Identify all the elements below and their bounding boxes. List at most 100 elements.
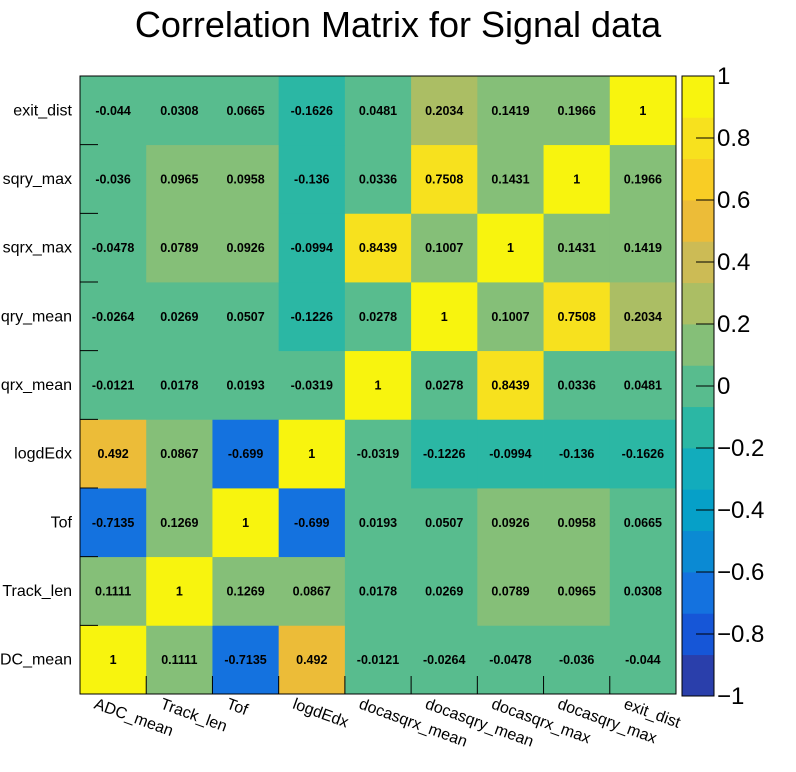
cell-value-label: 0.1269 [226,585,264,599]
heatmap-cell [411,213,478,283]
y-tick-label: sqry_max [3,171,72,188]
cell-value-label: 0.0507 [425,516,463,530]
heatmap-cell [344,76,412,146]
y-axis: DC_mean Track_len Tof logdEdx qrx_mean qry_me… [0,102,98,669]
cell-value-label: -0.136 [294,173,329,187]
cell-value-label: 0.1431 [491,173,529,187]
cell-value-label: -0.136 [559,447,594,461]
heatmap-cell [609,350,677,420]
cell-value-label: 0.0481 [359,104,397,118]
colorbar-tick-label: 1 [717,63,730,90]
heatmap-cell [278,488,346,558]
cell-value-label: -0.0319 [291,379,333,393]
colorbar-tick-label: 0.2 [717,311,750,338]
cell-value-label: 0.0308 [624,585,662,599]
heatmap-cell-labels: 1 0.1111 -0.7135 0.492 -0.0121 -0.0264 -0.0478… [92,104,664,667]
heatmap-cell [146,282,213,352]
heatmap-cell [80,282,147,352]
cell-value-label: 0.1111 [161,653,197,667]
cell-value-label: 0.1966 [558,104,596,118]
colorbar-segment [682,448,714,490]
heatmap-cell [278,350,346,420]
cell-value-label: -0.0478 [489,653,531,667]
colorbar-tick-label: −0.2 [717,435,764,462]
cell-value-label: 0.0336 [558,379,596,393]
heatmap-cell [80,419,147,489]
heatmap-cell [80,625,147,695]
colorbar-segment [682,200,714,242]
cell-value-label: -0.0264 [423,653,465,667]
heatmap-cell [278,76,346,146]
heatmap-cell [212,556,280,626]
heatmap-cell [543,76,611,146]
cell-value-label: 0.0665 [226,104,264,118]
cell-value-label: 1 [639,104,646,118]
cell-value-label: -0.0319 [357,447,399,461]
heatmap-cell [411,556,478,626]
colorbar-segment [682,76,714,118]
color-scale-bar: 1 0.8 0.6 0.4 0.2 0 −0.2 −0.4 −0.6 −0.8 −1 [681,63,764,710]
heatmap-cell [543,213,611,283]
cell-value-label: 0.1431 [558,241,596,255]
heatmap-cell [543,556,611,626]
cell-value-label: 0.0958 [226,173,264,187]
colorbar-segment [682,282,714,325]
heatmap-cell [543,144,611,214]
heatmap-cell [344,419,412,489]
heatmap-cell [477,625,544,695]
colorbar-segment [682,324,714,366]
colorbar-tick-label: 0 [717,373,730,400]
heatmap-cell [278,625,346,695]
heatmap-cell [477,282,544,352]
cell-value-label: 0.1269 [160,516,198,530]
heatmap-cell [477,556,544,626]
heatmap-cell [146,556,213,626]
cell-value-label: 1 [308,447,315,461]
heatmap-cell [212,350,280,420]
cell-value-label: 1 [110,653,117,667]
heatmap-cell [411,625,478,695]
y-tick-label: qrx_mean [1,377,72,394]
cell-value-label: 1 [375,379,382,393]
cell-value-label: 0.0789 [491,585,529,599]
cell-value-label: 1 [573,173,580,187]
cell-value-label: -0.0121 [357,653,399,667]
heatmap-cell [411,419,478,489]
cell-value-label: 0.0926 [491,516,529,530]
x-tick-label: logdEdx [290,696,350,732]
heatmap-cell [212,625,280,695]
cell-value-label: -0.0994 [291,241,333,255]
colorbar-segment [682,158,714,201]
cell-value-label: 0.2034 [425,104,463,118]
cell-value-label: 0.2034 [624,310,662,324]
colorbar-tick-label: −0.4 [717,497,764,524]
heatmap-cell [212,76,280,146]
cell-value-label: 0.0178 [160,379,198,393]
colorbar-tick-label: 0.8 [717,125,750,152]
heatmap-cell [146,625,213,695]
y-tick-label: exit_dist [13,102,72,119]
colorbar-tick-label: −0.8 [717,621,764,648]
cell-value-label: 0.0278 [425,379,463,393]
heatmap-cell [609,556,677,626]
heatmap-cell [609,282,677,352]
cell-value-label: 0.0867 [160,447,198,461]
y-tick-label: sqrx_max [3,240,72,257]
heatmap-cell [212,282,280,352]
cell-value-label: 0.492 [296,653,327,667]
heatmap-cell [344,488,412,558]
colorbar-segment [682,654,714,697]
heatmap-cell [609,488,677,558]
heatmap-cell [146,488,213,558]
cell-value-label: 0.0269 [160,310,198,324]
cell-value-label: 1 [507,241,514,255]
heatmap-cell [609,213,677,283]
cell-value-label: 0.0308 [160,104,198,118]
heatmap-cell [80,350,147,420]
heatmap-cell [146,350,213,420]
heatmap-cell [146,213,213,283]
cell-value-label: 0.1966 [624,173,662,187]
plot-border [79,75,677,695]
heatmap-cell [543,282,611,352]
cell-value-label: 0.1007 [425,241,463,255]
